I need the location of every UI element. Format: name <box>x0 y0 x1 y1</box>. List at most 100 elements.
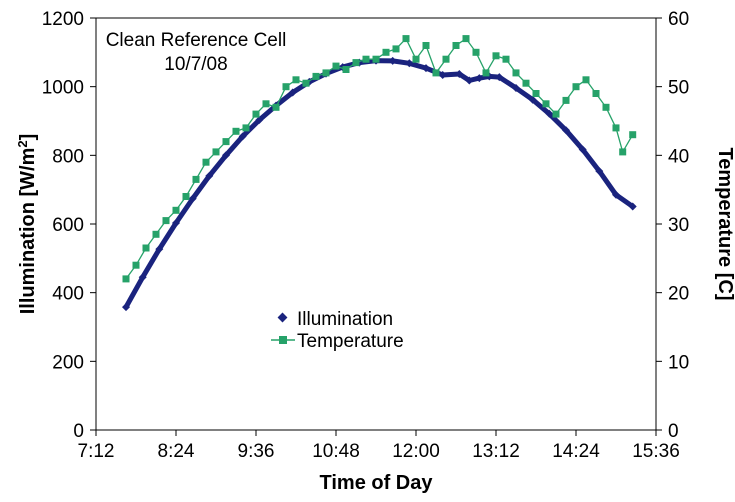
illumination-point <box>545 109 554 118</box>
temperature-point <box>612 124 620 132</box>
legend-marker-illumination <box>277 312 288 323</box>
temperature-point <box>602 103 610 111</box>
illumination-point <box>438 71 447 79</box>
temperature-point <box>452 42 460 49</box>
temperature-point <box>252 110 260 118</box>
legend-label-temperature: Temperature <box>297 331 404 352</box>
temperature-point <box>522 79 530 87</box>
y-axis-right-title: Temperature [C] <box>714 148 735 301</box>
y-axis-left-title-end: ] <box>17 134 39 141</box>
y-left-tick-label: 1000 <box>42 78 84 99</box>
illumination-point <box>122 303 130 312</box>
temperature-point <box>562 96 570 104</box>
illumination-point <box>612 190 620 199</box>
temperature-point <box>142 244 150 252</box>
temperature-point <box>192 175 200 183</box>
temperature-point <box>442 55 450 63</box>
illumination-point <box>238 132 247 141</box>
temperature-point <box>332 62 340 70</box>
temperature-point <box>162 217 170 225</box>
temperature-point <box>352 59 360 67</box>
y-left-tick-label: 600 <box>52 215 84 236</box>
illumination-point <box>205 171 214 180</box>
y-right-tick-label: 10 <box>668 352 689 373</box>
temperature-point <box>312 72 320 80</box>
illumination-point <box>188 194 197 203</box>
illumination-point <box>455 70 464 78</box>
y-left-tick-label: 0 <box>73 421 84 442</box>
temperature-point <box>532 90 540 97</box>
x-tick-label: 14:24 <box>552 441 600 462</box>
y-axis-left-title: Illumination [W/m2] <box>15 134 39 315</box>
legend-label-illumination: Illumination <box>297 309 393 330</box>
legend-marker-temperature <box>279 336 287 344</box>
temperature-point <box>132 261 140 269</box>
y-right-tick-label: 30 <box>668 215 689 236</box>
temperature-point <box>432 69 440 77</box>
y-left-tick-label: 200 <box>52 352 84 373</box>
temperature-point <box>422 42 430 49</box>
illumination-point <box>255 116 264 124</box>
temperature-point <box>372 55 380 63</box>
illumination-point <box>628 202 637 211</box>
x-axis-title: Time of Day <box>320 472 434 494</box>
y-right-tick-label: 20 <box>668 284 689 305</box>
temperature-point <box>482 69 490 77</box>
y-axis-left-title-sup: 2 <box>15 140 30 147</box>
temperature-point <box>272 103 280 111</box>
illumination-point <box>422 64 430 73</box>
temperature-point <box>402 35 410 43</box>
temperature-point <box>552 110 560 118</box>
x-tick-label: 8:24 <box>158 441 195 462</box>
temperature-point <box>282 83 290 91</box>
temperature-point <box>392 45 400 53</box>
x-tick-label: 9:36 <box>238 441 275 462</box>
temperature-point <box>122 275 130 283</box>
temperature-point <box>592 90 600 97</box>
x-tick-label: 13:12 <box>472 441 520 462</box>
y-right-tick-label: 50 <box>668 78 689 99</box>
illumination-point <box>595 167 604 176</box>
y-right-tick-label: 60 <box>668 9 689 30</box>
axes-layer: 7:12 8:24 9:36 10:48 12:00 13:12 14:24 15:36020… <box>42 9 689 462</box>
legend: Illumination Temperature <box>271 309 404 352</box>
illumination-point <box>155 245 164 254</box>
illumination-point <box>578 145 587 154</box>
temperature-point <box>619 148 627 156</box>
svg-text:Illumination [W/m2]: Illumination [W/m2] <box>15 134 39 315</box>
illumination-point <box>562 126 570 135</box>
temperature-point <box>362 55 370 63</box>
illumination-point <box>288 88 297 97</box>
illumination-point <box>475 74 484 83</box>
illumination-point <box>388 56 397 65</box>
temperature-point <box>502 55 510 63</box>
y-right-tick-label: 40 <box>668 146 689 167</box>
temperature-point <box>182 193 190 200</box>
temperature-point <box>222 138 230 146</box>
temperature-point <box>472 48 480 56</box>
illumination-point <box>222 151 230 160</box>
y-right-tick-label: 0 <box>668 421 679 442</box>
temperature-point <box>302 79 310 87</box>
y-left-tick-label: 1200 <box>42 9 84 30</box>
temperature-point <box>152 230 160 238</box>
temperature-point <box>242 124 250 132</box>
temperature-point <box>232 127 240 135</box>
plot-area <box>95 17 657 431</box>
annotation-line-2: 10/7/08 <box>164 54 227 75</box>
temperature-point <box>262 100 270 108</box>
illumination-point <box>138 273 147 282</box>
temperature-point <box>322 69 330 77</box>
illumination-point <box>465 76 474 85</box>
x-tick-label: 10:48 <box>312 441 360 462</box>
temperature-point <box>412 55 420 63</box>
temperature-point <box>212 148 220 156</box>
temperature-point <box>492 52 500 60</box>
temperature-point <box>512 69 520 77</box>
temperature-point <box>292 76 300 84</box>
illumination-point <box>172 219 180 227</box>
x-tick-label: 7:12 <box>78 441 115 462</box>
temperature-point <box>572 83 580 91</box>
